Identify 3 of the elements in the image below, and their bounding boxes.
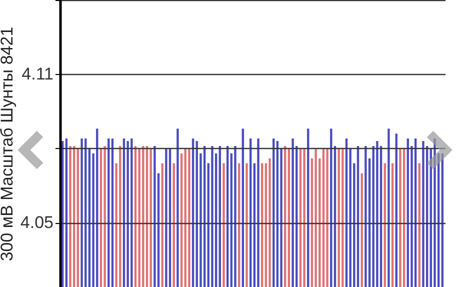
y-tick-label: 4.05 (20, 213, 54, 232)
y-tick-label: 4.11 (22, 64, 54, 84)
y-axis-title: 300 мВ Масштаб Шунты 8421 (0, 26, 16, 262)
